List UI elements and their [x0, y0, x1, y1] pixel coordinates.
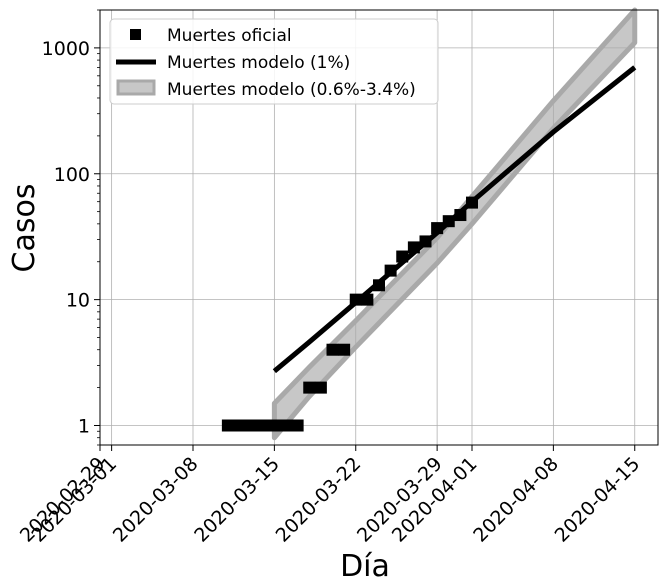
data-point-marker: [384, 264, 397, 277]
data-point-marker: [245, 419, 258, 432]
data-point-marker: [256, 419, 269, 432]
data-point-marker: [396, 250, 409, 263]
data-point-marker: [314, 381, 327, 394]
legend-box: [109, 18, 439, 105]
data-point-marker: [303, 381, 316, 394]
data-point-marker: [361, 293, 374, 306]
y-tick-label: 100: [54, 164, 90, 186]
data-point-marker: [221, 419, 234, 432]
data-point-marker: [373, 279, 385, 292]
data-point-marker: [419, 235, 432, 248]
y-tick-label: 1000: [42, 38, 90, 60]
legend-label-official: Muertes oficial: [167, 26, 292, 46]
data-point-marker: [442, 215, 455, 228]
y-axis-label: Casos: [7, 184, 42, 273]
data-point-marker: [233, 419, 246, 432]
legend-label-band: Muertes modelo (0.6%-3.4%): [167, 80, 416, 100]
plot-frame: [99, 9, 659, 446]
y-tick-label: 10: [66, 290, 90, 312]
legend: Muertes oficial Muertes modelo (1%) Muerte…: [109, 18, 439, 105]
x-axis-label: Día: [340, 549, 390, 584]
legend-marker-square: [130, 29, 141, 40]
data-point-marker: [338, 343, 351, 356]
y-tick-label: 1: [78, 416, 90, 438]
data-point-marker: [268, 419, 281, 432]
data-point-marker: [349, 293, 362, 306]
data-point-marker: [407, 241, 420, 254]
data-point-marker: [291, 419, 304, 432]
legend-label-model: Muertes modelo (1%): [167, 53, 350, 73]
marker-layer: [221, 196, 478, 432]
data-point-marker: [326, 343, 339, 356]
data-point-marker: [280, 419, 292, 432]
legend-band-swatch: [116, 79, 156, 96]
data-point-marker: [431, 222, 444, 235]
data-point-marker: [466, 196, 478, 209]
data-point-marker: [454, 209, 467, 222]
